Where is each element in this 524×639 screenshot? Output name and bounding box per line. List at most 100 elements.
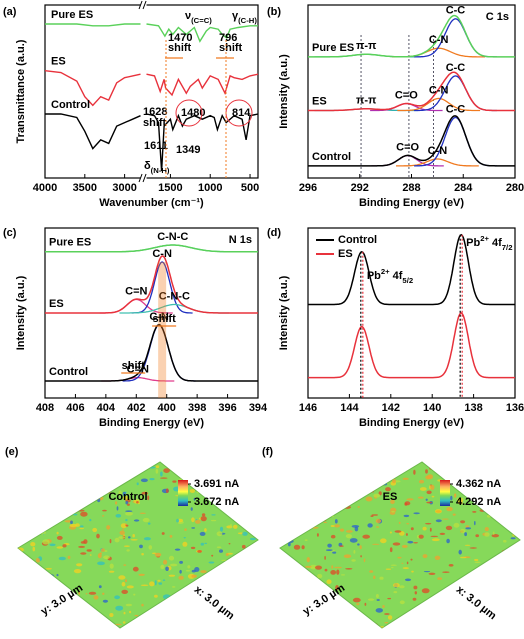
zoom-circle [175,99,203,127]
envelope-line [308,14,515,58]
map-speckle [339,463,344,465]
map-speckle [430,484,435,490]
map-speckle [149,581,155,587]
map-speckle [283,519,286,524]
map-speckle [436,618,441,622]
map-speckle [370,515,374,517]
map-speckle [123,564,127,566]
map-speckle [339,545,344,547]
map-speckle [35,486,43,488]
map-speckle [335,489,342,492]
map-speckle [517,552,520,555]
map-speckle [309,481,311,486]
panel-title: C 1s [486,11,509,23]
map-speckle [284,566,287,568]
map-speckle [125,510,133,512]
x-tick-label: 1500 [158,182,182,194]
map-speckle [363,482,368,488]
map-speckle [385,487,391,492]
map-speckle [515,471,518,477]
map-speckle [238,519,246,521]
component-peak [414,116,497,167]
map-speckle [290,607,296,612]
map-speckle [141,491,149,495]
series-line [45,23,141,27]
map-speckle [24,614,32,618]
map-speckle [138,573,145,576]
map-speckle [304,539,308,541]
map-speckle [438,615,444,618]
map-speckle [410,527,414,531]
map-speckle [495,592,502,596]
map-speckle [347,614,353,619]
map-speckle [413,542,418,544]
map-speckle [510,554,516,558]
map-speckle [193,468,201,470]
text-part: 1349 [176,144,200,156]
map-speckle [96,533,100,539]
map-speckle [514,625,520,628]
map-speckle [134,614,139,617]
series-label: ES [49,298,64,310]
component-peak [99,244,246,253]
map-speckle [229,580,234,584]
text-part: 1611 [144,140,168,152]
map-speckle [397,556,402,559]
axis-title: Intensity (a.u.) [278,54,290,129]
map-speckle [149,478,155,481]
x-tick-label: 400 [158,402,176,414]
map-speckle [510,477,516,482]
map-speckle [475,534,480,538]
map-speckle [163,468,170,473]
map-speckle [46,482,49,485]
map-speckle [100,484,108,489]
map-speckle [22,586,29,590]
colorbar-label: 3.672 nA [194,496,239,508]
map-speckle [452,513,456,516]
map-speckle [341,471,346,473]
map-speckle [453,522,460,528]
annotation: 1480 [181,107,205,119]
map-speckle [203,462,207,465]
map-speckle [458,549,462,555]
peak-label: C-N-C [157,231,188,243]
map-speckle [393,591,398,594]
legend-label: ES [338,248,353,260]
map-speckle [281,530,284,535]
map-speckle [397,462,406,468]
annotation: shift [153,313,177,325]
map-speckle [62,472,65,479]
axis-title: Intensity (a.u.) [15,275,27,350]
map-speckle [160,564,165,570]
map-speckle [464,532,467,537]
map-speckle [183,537,186,539]
envelope-line [308,71,515,112]
map-speckle [141,495,144,500]
map-speckle [158,582,163,585]
text-part: 814 [232,107,251,119]
map-speckle [503,539,507,543]
map-speckle [387,615,393,620]
map-speckle [126,585,134,589]
map-speckle [148,545,153,550]
map-speckle [122,621,126,624]
map-speckle [472,618,481,623]
map-speckle [45,523,52,529]
map-speckle [18,573,22,577]
map-speckle [147,522,151,525]
annotation: 814 [232,107,251,119]
map-speckle [390,499,395,504]
map-speckle [491,511,497,517]
map-speckle [326,475,331,478]
map-speckle [77,477,83,479]
map-speckle [103,555,110,560]
map-speckle [245,574,253,580]
map-speckle [302,620,307,625]
map-speckle [300,511,304,516]
map-speckle [489,491,495,495]
map-speckle [165,566,169,571]
annotation: γ(C-H) [232,10,257,25]
peak-annotation: Pb2+ 4f5/2 [367,266,413,284]
map-speckle [123,545,130,547]
map-speckle [484,527,489,532]
